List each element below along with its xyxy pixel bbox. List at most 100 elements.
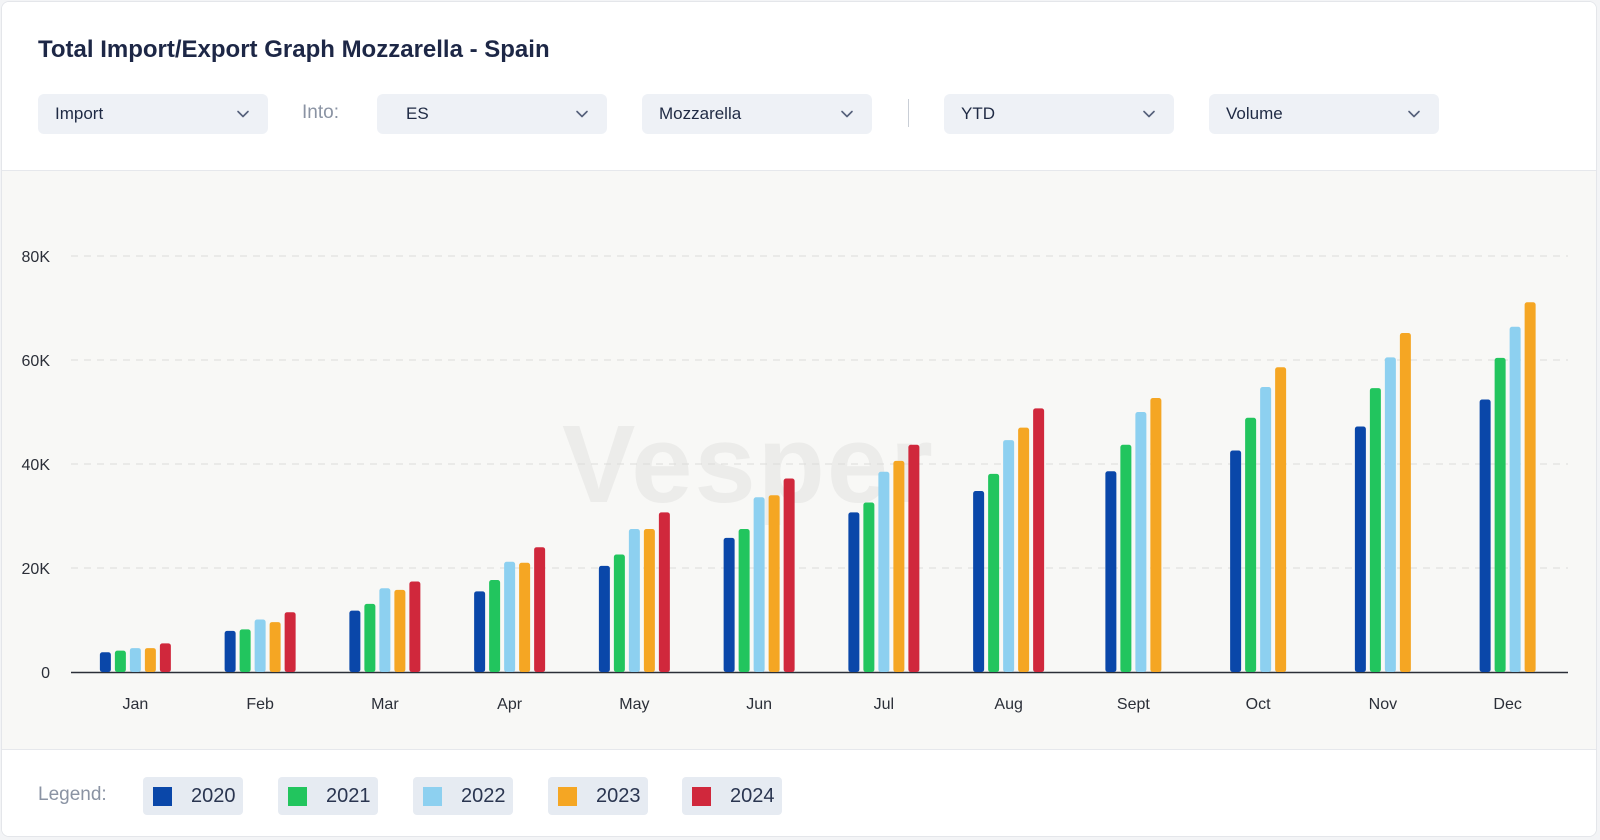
x-tick-label: Dec xyxy=(1493,696,1521,713)
legend-item-2021[interactable]: 2021 xyxy=(278,777,378,815)
bar-2021-jan xyxy=(114,650,126,672)
bar-2023-oct xyxy=(1275,367,1287,672)
x-tick-label: Jan xyxy=(122,696,148,713)
legend-swatch-2020 xyxy=(153,786,172,806)
y-tick-label: 40K xyxy=(22,457,51,474)
bar-2020-jul xyxy=(848,512,860,672)
bar-2024-may xyxy=(658,512,670,672)
bar-2024-apr xyxy=(534,547,546,672)
bar-2023-jul xyxy=(893,460,905,672)
legend-label: Legend: xyxy=(38,784,107,805)
bar-2020-dec xyxy=(1479,399,1491,672)
bar-2024-jul xyxy=(908,444,920,672)
bar-2021-aug xyxy=(988,473,1000,672)
legend-item-2023[interactable]: 2023 xyxy=(548,777,648,815)
x-tick-label: May xyxy=(619,696,649,713)
country-dropdown-value: ES xyxy=(406,104,429,123)
bar-2023-dec xyxy=(1524,302,1536,672)
bar-2024-jan xyxy=(159,643,171,672)
bar-2022-feb xyxy=(254,619,266,672)
bar-2022-oct xyxy=(1260,387,1272,672)
product-dropdown[interactable]: Mozzarella xyxy=(642,94,872,134)
bar-2023-sept xyxy=(1150,397,1162,672)
legend-text-2022: 2022 xyxy=(461,784,506,807)
bar-2024-jun xyxy=(783,478,795,672)
legend-swatch-2021 xyxy=(288,786,307,806)
x-tick-label: Jul xyxy=(874,696,894,713)
legend-text-2020: 2020 xyxy=(191,784,236,807)
filter-divider xyxy=(908,99,909,127)
bar-2020-mar xyxy=(349,610,361,672)
bar-2023-aug xyxy=(1018,427,1030,672)
x-tick-label: Mar xyxy=(371,696,399,713)
x-tick-label: Feb xyxy=(246,696,274,713)
bar-2021-dec xyxy=(1494,357,1506,672)
measure-dropdown[interactable]: Volume xyxy=(1209,94,1439,134)
bar-2021-jun xyxy=(738,529,750,672)
bar-2022-dec xyxy=(1509,326,1521,672)
chevron-down-icon xyxy=(1408,110,1420,118)
bar-2020-oct xyxy=(1230,450,1242,672)
header: Total Import/Export Graph Mozzarella - S… xyxy=(2,2,1596,171)
legend-item-2024[interactable]: 2024 xyxy=(682,777,782,815)
bar-2020-sept xyxy=(1105,471,1117,672)
bar-2024-feb xyxy=(284,612,296,672)
legend: Legend: 2020 2021 2022 2023 2024 xyxy=(2,750,1596,836)
bar-2021-nov xyxy=(1369,388,1381,672)
bar-2023-nov xyxy=(1399,332,1411,672)
period-dropdown[interactable]: YTD xyxy=(944,94,1174,134)
bar-chart: 0 20K 40K 60K 80K Jan Feb Mar Apr May Jun Jul Aug Sep… xyxy=(22,249,1568,713)
into-label: Into: xyxy=(302,102,339,123)
bar-2021-sept xyxy=(1120,444,1132,672)
country-dropdown[interactable]: ES xyxy=(377,94,607,134)
legend-text-2024: 2024 xyxy=(730,784,775,807)
x-tick-label: Sept xyxy=(1117,696,1150,713)
y-tick-label: 80K xyxy=(22,249,51,266)
bar-2023-jun xyxy=(768,495,780,672)
x-tick-label: Apr xyxy=(497,696,523,713)
y-tick-label: 60K xyxy=(22,353,51,370)
chevron-down-icon xyxy=(237,110,249,118)
x-tick-label: Nov xyxy=(1369,696,1397,713)
chevron-down-icon xyxy=(1143,110,1155,118)
bar-2020-aug xyxy=(973,491,985,672)
bar-2022-aug xyxy=(1003,440,1015,672)
measure-dropdown-value: Volume xyxy=(1226,104,1283,123)
page-title: Total Import/Export Graph Mozzarella - S… xyxy=(38,36,550,63)
legend-text-2021: 2021 xyxy=(326,784,371,807)
bar-2022-nov xyxy=(1384,357,1396,672)
bar-2020-apr xyxy=(474,591,486,672)
bar-2020-may xyxy=(598,565,610,672)
x-tick-label: Aug xyxy=(994,696,1022,713)
bar-2022-jul xyxy=(878,471,890,672)
bar-2024-mar xyxy=(409,581,421,672)
y-tick-label: 0 xyxy=(41,665,50,682)
bar-2020-jun xyxy=(723,537,735,672)
bar-2021-oct xyxy=(1245,417,1257,672)
bar-2022-sept xyxy=(1135,412,1147,672)
y-tick-label: 20K xyxy=(22,561,51,578)
bar-2022-jan xyxy=(129,648,141,672)
bar-2020-nov xyxy=(1354,426,1366,672)
bar-2023-feb xyxy=(269,622,281,672)
bar-2021-may xyxy=(613,554,625,672)
bar-2021-jul xyxy=(863,502,875,672)
bar-2022-jun xyxy=(753,497,765,672)
bar-2023-apr xyxy=(519,562,531,672)
chevron-down-icon xyxy=(576,110,588,118)
legend-item-2020[interactable]: 2020 xyxy=(143,777,243,815)
legend-item-2022[interactable]: 2022 xyxy=(413,777,513,815)
bar-2023-may xyxy=(643,529,655,672)
x-tick-label: Jun xyxy=(746,696,772,713)
x-tick-label: Oct xyxy=(1246,696,1271,713)
plot-area: Vesper 0 20K 40K 60K 80K Jan Feb Mar Apr May Jun Ju… xyxy=(2,171,1596,750)
bar-2022-mar xyxy=(379,588,391,672)
period-dropdown-value: YTD xyxy=(961,104,995,123)
flow-dropdown[interactable]: Import xyxy=(38,94,268,134)
bar-2022-apr xyxy=(504,561,516,672)
legend-swatch-2022 xyxy=(423,786,442,806)
bar-2021-feb xyxy=(239,629,251,672)
bar-2020-feb xyxy=(224,630,236,672)
bar-2023-jan xyxy=(144,648,156,672)
